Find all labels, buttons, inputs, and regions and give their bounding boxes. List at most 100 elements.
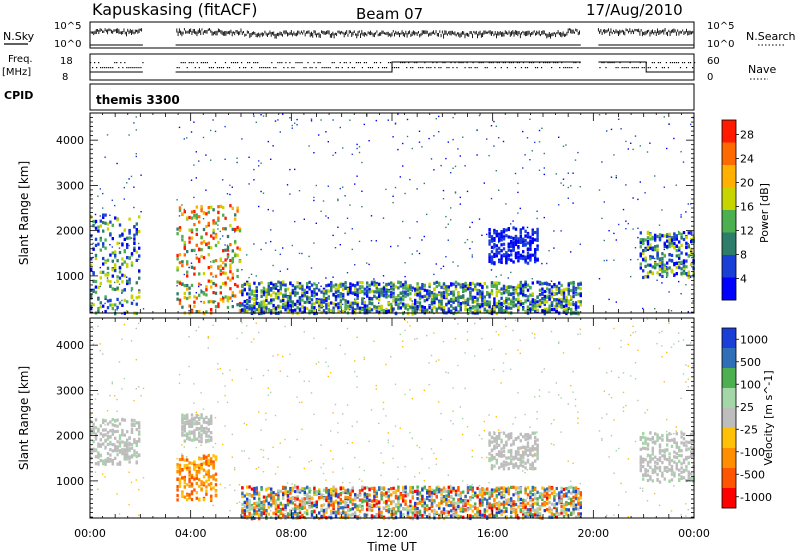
range-cell xyxy=(186,270,189,274)
range-cell xyxy=(342,467,344,470)
range-cell xyxy=(258,497,261,501)
range-cell xyxy=(255,300,257,302)
range-cell xyxy=(99,238,102,242)
range-cell xyxy=(402,298,405,302)
range-cell xyxy=(219,297,222,301)
range-cell xyxy=(670,241,674,245)
range-cell xyxy=(183,495,186,499)
range-cell xyxy=(205,189,207,191)
range-cell xyxy=(279,284,282,288)
range-cell xyxy=(498,260,501,264)
range-cell xyxy=(392,457,394,460)
range-cell xyxy=(306,285,309,289)
range-cell xyxy=(346,491,350,495)
range-cell xyxy=(296,299,299,303)
range-cell xyxy=(291,302,294,307)
range-cell xyxy=(378,291,381,295)
range-cell xyxy=(195,476,198,480)
range-cell xyxy=(207,429,210,433)
range-cell xyxy=(231,272,234,276)
range-cell xyxy=(459,302,462,306)
range-cell xyxy=(327,505,330,509)
range-cell xyxy=(298,299,302,303)
range-cell xyxy=(378,306,381,310)
range-cell xyxy=(224,263,227,267)
range-cell xyxy=(505,203,507,205)
range-cell xyxy=(418,304,422,308)
range-cell xyxy=(181,234,184,239)
range-cell xyxy=(687,311,689,313)
range-cell xyxy=(668,237,671,241)
range-cell xyxy=(510,253,513,257)
range-cell xyxy=(517,245,520,249)
range-cell xyxy=(229,484,231,486)
range-cell xyxy=(654,175,656,177)
range-cell xyxy=(334,295,338,299)
range-cell xyxy=(210,261,212,263)
range-cell xyxy=(380,514,383,518)
range-cell xyxy=(298,190,301,192)
range-cell xyxy=(320,290,323,294)
range-cell xyxy=(478,290,482,294)
range-cell xyxy=(241,269,243,271)
range-cell xyxy=(214,283,218,287)
range-cell xyxy=(399,176,401,178)
range-cell xyxy=(452,306,455,310)
range-cell xyxy=(188,295,191,299)
range-cell xyxy=(488,254,491,259)
range-cell xyxy=(387,439,389,441)
range-cell xyxy=(447,288,450,292)
range-cell xyxy=(102,459,105,463)
range-cell xyxy=(248,183,250,185)
range-cell xyxy=(678,261,681,265)
range-cell xyxy=(195,329,197,332)
range-cell xyxy=(274,492,278,497)
range-cell xyxy=(349,204,351,206)
range-cell xyxy=(282,503,285,507)
range-cell xyxy=(630,142,632,144)
range-cell xyxy=(464,301,467,305)
range-cell xyxy=(212,208,215,212)
range-cell xyxy=(339,187,341,190)
range-cell xyxy=(342,303,344,306)
range-cell xyxy=(253,302,256,306)
range-cell xyxy=(471,488,474,492)
range-cell xyxy=(450,420,452,422)
range-cell xyxy=(538,281,542,285)
range-cell xyxy=(361,161,363,164)
range-cell xyxy=(219,264,222,268)
range-cell xyxy=(205,426,208,430)
range-cell xyxy=(255,512,258,516)
range-cell xyxy=(342,186,344,188)
range-cell xyxy=(265,511,268,515)
range-cell xyxy=(188,480,191,484)
range-cell xyxy=(368,263,370,266)
range-cell xyxy=(270,309,273,313)
range-cell xyxy=(310,513,314,517)
range-cell xyxy=(207,266,210,270)
range-cell xyxy=(476,302,479,306)
range-cell xyxy=(322,297,326,301)
range-cell xyxy=(469,504,472,508)
range-cell xyxy=(210,129,212,132)
range-cell xyxy=(277,509,280,514)
range-cell xyxy=(649,142,651,144)
range-cell xyxy=(493,281,496,285)
range-cell xyxy=(318,299,321,304)
range-cell xyxy=(200,462,203,467)
range-cell xyxy=(193,304,196,308)
range-cell xyxy=(646,236,650,240)
range-cell xyxy=(344,232,346,234)
range-cell xyxy=(272,145,274,147)
range-cell xyxy=(392,283,395,287)
range-cell xyxy=(488,506,491,510)
range-cell xyxy=(205,459,208,463)
range-cell xyxy=(498,433,501,437)
range-cell xyxy=(421,310,424,314)
range-cell xyxy=(654,236,657,241)
range-cell xyxy=(356,504,359,508)
range-cell xyxy=(428,289,431,293)
range-cell xyxy=(306,298,309,303)
range-cell xyxy=(462,417,464,420)
range-cell xyxy=(577,300,580,304)
